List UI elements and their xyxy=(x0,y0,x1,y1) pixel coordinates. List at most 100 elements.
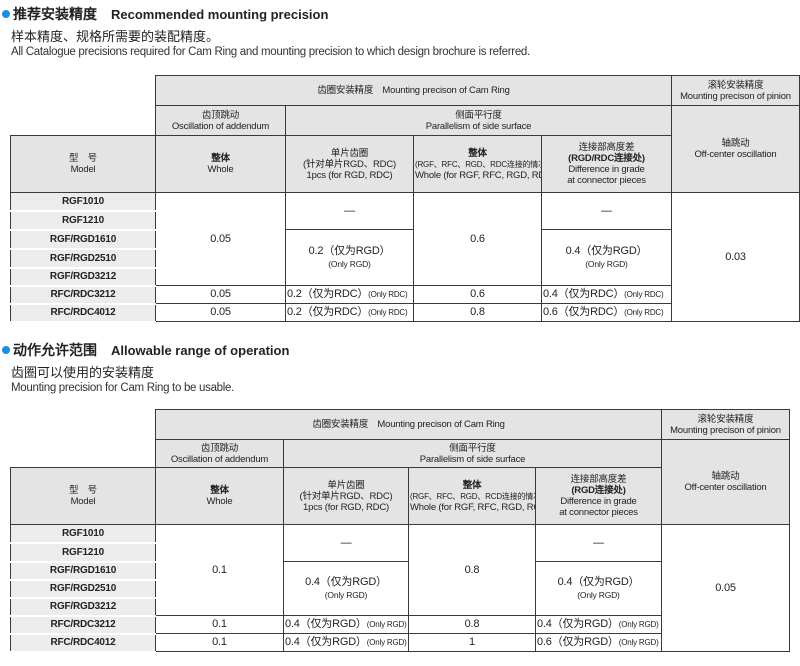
single-value: — xyxy=(283,524,409,562)
model-cell: RFC/RDC4012 xyxy=(10,303,156,323)
section-1-title: 推荐安装精度 Recommended mounting precision xyxy=(2,4,328,24)
single-value-text: (Only RDC) xyxy=(368,308,408,317)
addendum-value-text: 0.05 xyxy=(210,232,231,245)
header-single: 单片齿圈 (针对单片RGD、RDC) 1pcs (for RGD, RDC) xyxy=(283,467,409,525)
header-off-center-text: Off-center oscillation xyxy=(694,149,777,160)
whole-value: 0.6 xyxy=(413,285,542,304)
model-cell: RGF/RGD1610 xyxy=(10,229,156,250)
header-diff-text: Difference in grade xyxy=(560,496,637,507)
single-value: 0.4（仅为RGD）(Only RGD) xyxy=(283,615,409,634)
header-row: 型 号 Model 整体 Whole 单片齿圈 (针对单片RGD、RDC) 1pcs (fo… xyxy=(10,135,800,193)
table-row: RGF/RGD1610 0.2（仅为RGD） (Only RGD) 0.4（仅为RGD… xyxy=(10,229,800,286)
diff-value: 0.4（仅为RGD）(Only RGD) xyxy=(535,615,662,634)
section-2-title-cn: 动作允许范围 xyxy=(13,342,97,358)
header-cam-ring-text: 齿圈安装精度 Mounting precison of Cam Ring xyxy=(312,419,505,430)
whole-value: 1 xyxy=(408,633,536,652)
single-value: — xyxy=(285,192,414,230)
diff-value-text: (Only RGD) xyxy=(618,638,659,647)
header-whole-connected: 整体(RGF、RFC、RGD、RCD连接的情况下)Whole (for RGF,… xyxy=(408,467,536,525)
header-pinion-text: 滚轮安装精度 xyxy=(697,413,754,425)
header-whole-connected: 整体(RGF、RFC、RGD、RDC连接的情况下)Whole (for RGF,… xyxy=(413,135,542,193)
table-row: RGF/RGD2510 xyxy=(10,248,800,269)
diff-value: 0.6（仅为RGD）(Only RGD) xyxy=(535,633,662,652)
header-off-center-text: 轴跳动 xyxy=(711,471,740,482)
header-single-text: (针对单片RGD、RDC) xyxy=(299,490,393,502)
header-model: 型 号 Model xyxy=(10,467,156,525)
header-parallelism-text: 侧面平行度 xyxy=(455,109,502,121)
model-cell: RFC/RDC3212 xyxy=(10,285,156,305)
single-value: 0.4（仅为RGD）(Only RGD) xyxy=(283,633,409,652)
single-value: 0.2（仅为RDC）(Only RDC) xyxy=(285,303,414,322)
header-row: 齿顶跳动 Oscillation of addendum 侧面平行度 Parallel… xyxy=(11,439,790,525)
table-row: RGF1210 xyxy=(10,542,790,563)
section-1-title-cn: 推荐安装精度 xyxy=(13,6,97,22)
header-diff-text: at connector pieces xyxy=(559,507,638,518)
header-parallelism: 侧面平行度 Parallelism of side surface xyxy=(283,439,662,468)
single-value-text: (Only RGD) xyxy=(366,638,407,647)
header-single-text: 1pcs (for RGD, RDC) xyxy=(303,501,389,513)
header-whole-connected-text: 整体 xyxy=(468,147,487,159)
model-cell-text: RGF1010 xyxy=(62,195,104,207)
header-diff: 连接部高度差 (RGD连接处) Difference in grade at conn… xyxy=(535,467,662,525)
section-2-title-en: Allowable range of operation xyxy=(111,342,290,358)
pinion-value: 0.05 xyxy=(661,524,790,652)
header-parallelism: 侧面平行度 Parallelism of side surface xyxy=(285,105,672,136)
diff-value: — xyxy=(535,524,662,562)
header-cam-ring-text: 齿圈安装精度 Mounting precison of Cam Ring xyxy=(317,85,510,96)
diff-value-text: 0.4（仅为RGD） xyxy=(537,618,619,630)
header-pinion-text: Mounting precison of pinion xyxy=(670,424,781,436)
model-cell: RGF/RGD3212 xyxy=(10,597,156,617)
model-cell-text: RFC/RDC3212 xyxy=(50,289,116,300)
addendum-value: 0.05 xyxy=(155,285,286,304)
single-value: 0.2（仅为RGD） (Only RGD) xyxy=(285,229,414,286)
single-value-text: (Only RDC) xyxy=(368,290,408,299)
header-pinion-text: Mounting precison of pinion xyxy=(680,90,791,102)
header-addendum-text: Oscillation of addendum xyxy=(170,453,269,465)
header-row: 齿顶跳动 Oscillation of addendum 侧面平行度 Parallel… xyxy=(11,105,800,193)
header-model-text: Model xyxy=(70,496,96,507)
table-row: RGF/RGD1610 0.4（仅为RGD） (Only RGD) 0.4（仅为RGD… xyxy=(10,561,790,616)
header-addendum: 齿顶跳动 Oscillation of addendum xyxy=(155,105,286,136)
model-cell-text: RFC/RDC4012 xyxy=(50,307,116,318)
header-diff-text: 连接部高度差 xyxy=(570,474,627,485)
header-whole-connected-text: Whole (for RGF, RFC, RGD, RCD) xyxy=(410,501,535,513)
diff-value: — xyxy=(541,192,672,230)
model-cell-text: RGF1210 xyxy=(62,546,104,558)
pinion-value-text: 0.05 xyxy=(715,581,736,594)
diff-value-text: 0.4（仅为RDC） xyxy=(543,288,625,300)
diff-value: 0.4（仅为RGD）(Only RGD) xyxy=(541,229,672,286)
header-diff-text: at connector pieces xyxy=(567,175,646,186)
section-1-subtitle-en: All Catalogue precisions required for Ca… xyxy=(11,46,530,58)
empty-corner xyxy=(10,75,156,136)
header-parallelism-text: 侧面平行度 xyxy=(449,442,496,454)
whole-value-text: 0.8 xyxy=(470,306,485,318)
header-whole-connected-text: (RGF、RFC、RGD、RCD连接的情况下) xyxy=(410,491,535,501)
single-value-text: 0.2（仅为RDC） xyxy=(287,288,369,300)
header-model: 型 号 Model xyxy=(10,135,156,193)
header-addendum-text: 齿顶跳动 xyxy=(200,442,239,454)
section-1-subtitle-cn: 样本精度、规格所需要的装配精度。 xyxy=(11,29,220,44)
model-cell: RGF1210 xyxy=(10,210,156,231)
table-row: RFC/RDC3212 0.1 0.4（仅为RGD）(Only RGD) 0.8 0.4… xyxy=(10,615,790,635)
empty-corner xyxy=(10,409,156,468)
header-row: 齿圈安装精度 Mounting precison of Cam Ring 滚轮安装… xyxy=(10,409,790,468)
diff-value-text: (Only RDC) xyxy=(624,308,664,317)
header-cam-ring: 齿圈安装精度 Mounting precison of Cam Ring xyxy=(155,75,672,106)
addendum-value: 0.05 xyxy=(155,192,286,286)
diff-value-text: (Only RGD) xyxy=(585,258,628,269)
header-addendum-text: Oscillation of addendum xyxy=(171,120,270,132)
whole-value-text: 0.6 xyxy=(470,232,485,245)
whole-value-text: 0.6 xyxy=(470,288,485,300)
section-1-title-en: Recommended mounting precision xyxy=(111,6,329,22)
single-value-text: (Only RGD) xyxy=(366,620,407,629)
addendum-value-text: 0.05 xyxy=(210,288,231,300)
whole-value-text: 0.8 xyxy=(464,563,480,576)
model-cell: RGF1210 xyxy=(10,542,156,563)
table-row: RGF1010 0.05 — 0.6 — 0.03 xyxy=(10,192,800,322)
single-value: 0.2（仅为RDC）(Only RDC) xyxy=(285,285,414,304)
diff-value-text: 0.6（仅为RGD） xyxy=(537,636,619,648)
diff-value-text: (Only RGD) xyxy=(618,620,659,629)
single-value-text: — xyxy=(344,204,355,217)
addendum-value-text: 0.1 xyxy=(212,636,227,648)
pinion-value-text: 0.03 xyxy=(725,250,746,263)
